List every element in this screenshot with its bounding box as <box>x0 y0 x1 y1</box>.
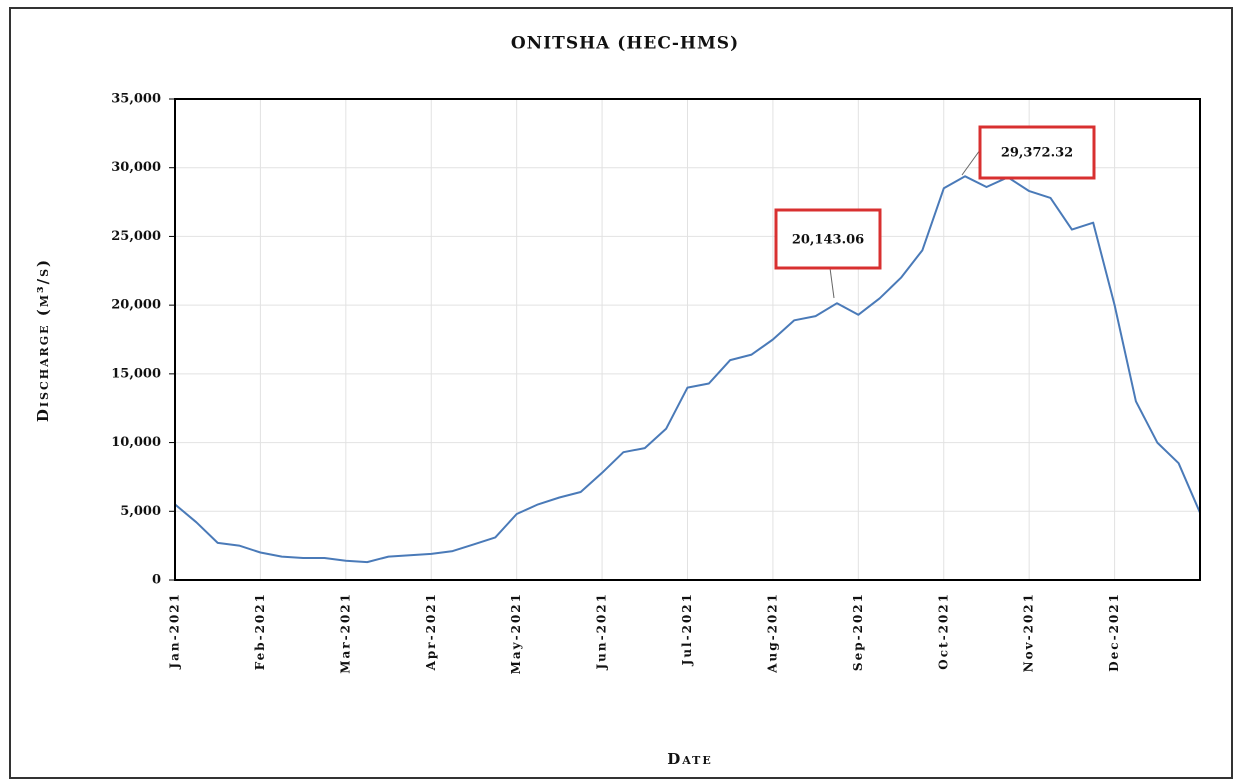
line <box>174 175 1201 564</box>
x-tick-label: Mar-2021 <box>338 592 352 674</box>
x-tick-label: Apr-2021 <box>424 592 438 671</box>
plot <box>174 175 1201 564</box>
annotation-connector <box>961 149 981 176</box>
x-axis-label: Date <box>667 750 713 768</box>
annotation-box <box>978 125 1096 180</box>
x-tick-label: Dec-2021 <box>1107 592 1121 672</box>
plot-border <box>174 98 1201 581</box>
chart-title: ONITSHA (HEC-HMS) <box>511 34 739 54</box>
y-tick-label: 0 <box>152 573 161 588</box>
y-tick-label: 5,000 <box>120 504 161 519</box>
y-tick-label: 10,000 <box>111 435 161 450</box>
x-tick-label: Jan-2021 <box>168 592 182 670</box>
annotation-box <box>774 208 882 270</box>
y-tick-label: 25,000 <box>111 229 161 244</box>
x-tick-label: Jul-2021 <box>680 592 694 666</box>
x-tick-label: Feb-2021 <box>253 592 267 670</box>
annotation: 29,372.32 <box>1001 146 1073 161</box>
annotation: 20,143.06 <box>792 233 864 248</box>
y-tick-label: 20,000 <box>111 298 161 313</box>
x-tick-label: Nov-2021 <box>1022 592 1036 672</box>
annotation-connector <box>829 267 835 299</box>
x-tick-label: May-2021 <box>509 592 523 674</box>
x-tick-label: Sep-2021 <box>851 592 865 671</box>
x-tick-label: Aug-2021 <box>765 592 779 674</box>
x-tick-label: Oct-2021 <box>936 592 950 670</box>
grid <box>174 98 1200 581</box>
x-tick-label: Jun-2021 <box>595 592 609 671</box>
y-axis-label: Discharge (m³/s) <box>34 258 52 422</box>
frame <box>9 7 1233 779</box>
y-tick-label: 30,000 <box>111 160 161 175</box>
y-tick-label: 35,000 <box>111 92 161 107</box>
y-tick-label: 15,000 <box>111 366 161 381</box>
